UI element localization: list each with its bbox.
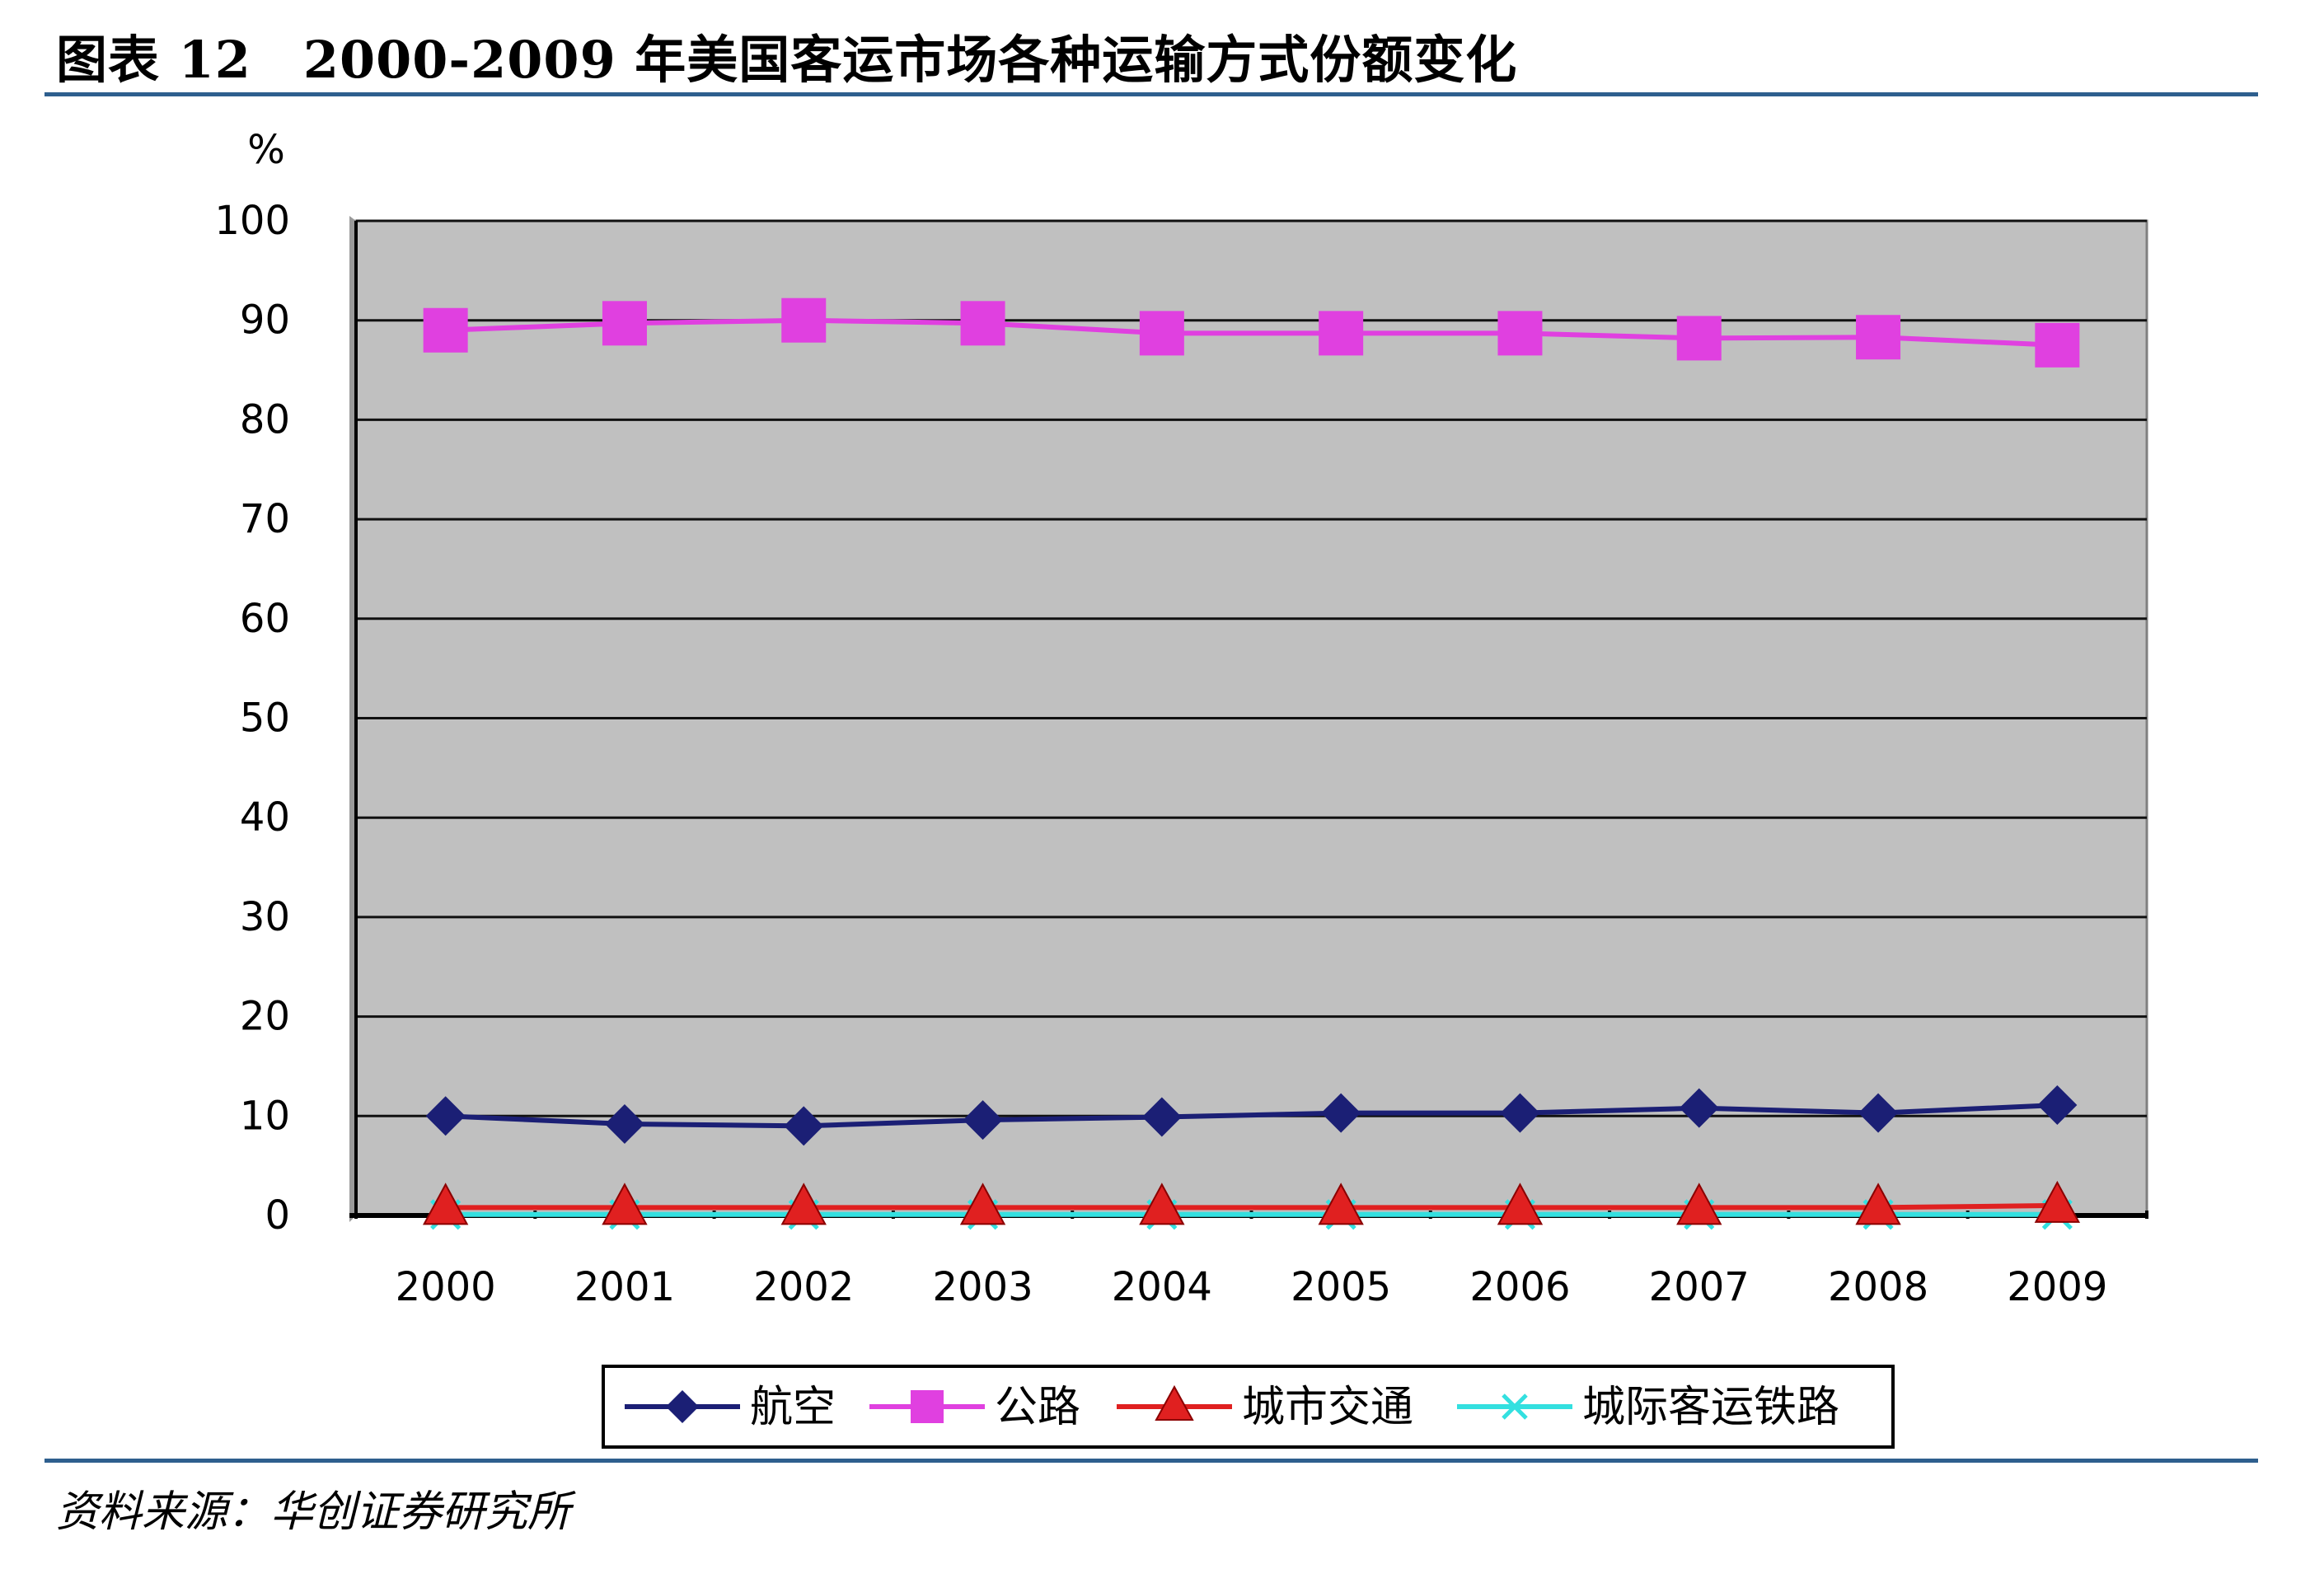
y-tick-label: 70	[240, 496, 290, 542]
data-point	[2035, 322, 2080, 368]
data-point	[1141, 1097, 1182, 1137]
legend-marker	[911, 1390, 944, 1423]
data-point	[1679, 1088, 1719, 1128]
data-point	[959, 1183, 1006, 1225]
legend-marker	[666, 1390, 699, 1423]
x-tick-label: 2002	[753, 1264, 854, 1310]
x-tick-label: 2008	[1828, 1264, 1928, 1310]
data-point	[963, 1100, 1003, 1140]
data-point	[1139, 1183, 1185, 1225]
data-point	[1856, 315, 1901, 360]
legend-marker-stroke	[1502, 1393, 1528, 1420]
data-point	[1497, 1183, 1544, 1225]
data-point	[1676, 1183, 1722, 1225]
y-tick-label: 0	[265, 1192, 290, 1239]
series-line-0	[445, 1103, 2058, 1129]
x-tick-label: 2001	[574, 1264, 675, 1310]
y-tick-label: 10	[240, 1093, 290, 1139]
data-point	[960, 301, 1005, 346]
data-point	[781, 297, 827, 343]
data-point	[1497, 311, 1543, 356]
data-point	[602, 301, 647, 346]
data-point	[1319, 311, 1364, 356]
data-point	[604, 1103, 644, 1144]
legend-marker	[1502, 1393, 1528, 1420]
legend-label: 公路	[995, 1383, 1080, 1432]
series-line-2	[445, 1202, 2058, 1211]
y-tick-label: 50	[240, 696, 290, 742]
x-tick-label: 2000	[396, 1264, 496, 1310]
x-tick-label: 2006	[1469, 1264, 1570, 1310]
legend-box	[602, 1365, 1895, 1449]
data-point	[1858, 1093, 1899, 1133]
y-tick-label: 20	[240, 994, 290, 1040]
y-tick-label: 40	[240, 794, 290, 841]
data-point	[422, 1183, 469, 1225]
title-divider	[45, 92, 2258, 96]
data-point	[2034, 1180, 2081, 1223]
legend-label: 城际客运铁路	[1582, 1383, 1839, 1432]
legend-label: 城市交通	[1242, 1383, 1413, 1432]
legend-marker	[1155, 1384, 1194, 1421]
data-point	[602, 1183, 648, 1225]
x-tick-label: 2007	[1649, 1264, 1750, 1310]
data-point	[780, 1183, 827, 1225]
data-point	[1500, 1093, 1540, 1133]
figure-title: 图表 12 2000-2009 年美国客运市场各种运输方式份额变化	[56, 30, 1518, 90]
y-tick-label: 30	[240, 894, 290, 940]
data-point	[1318, 1183, 1364, 1225]
y-tick-label: 90	[240, 297, 290, 344]
y-axis-label: %	[247, 127, 285, 173]
y-tick-label: 60	[240, 596, 290, 642]
x-tick-label: 2003	[932, 1264, 1033, 1310]
source-divider	[45, 1459, 2258, 1463]
data-point	[423, 307, 468, 353]
data-point	[1855, 1183, 1901, 1225]
data-point	[784, 1106, 824, 1146]
data-point	[1321, 1093, 1361, 1133]
data-point	[2037, 1085, 2078, 1126]
y-tick-label: 100	[214, 198, 290, 244]
data-point	[1676, 316, 1722, 361]
data-point	[1139, 311, 1184, 356]
x-tick-label: 2005	[1291, 1264, 1391, 1310]
data-point	[425, 1096, 466, 1136]
y-tick-label: 80	[240, 396, 290, 443]
legend-label: 航空	[750, 1383, 836, 1432]
series-line-1	[445, 317, 2058, 348]
figure-source: 资料来源：华创证券研究所	[56, 1487, 571, 1537]
x-tick-label: 2004	[1112, 1264, 1212, 1310]
x-tick-label: 2009	[2007, 1264, 2107, 1310]
